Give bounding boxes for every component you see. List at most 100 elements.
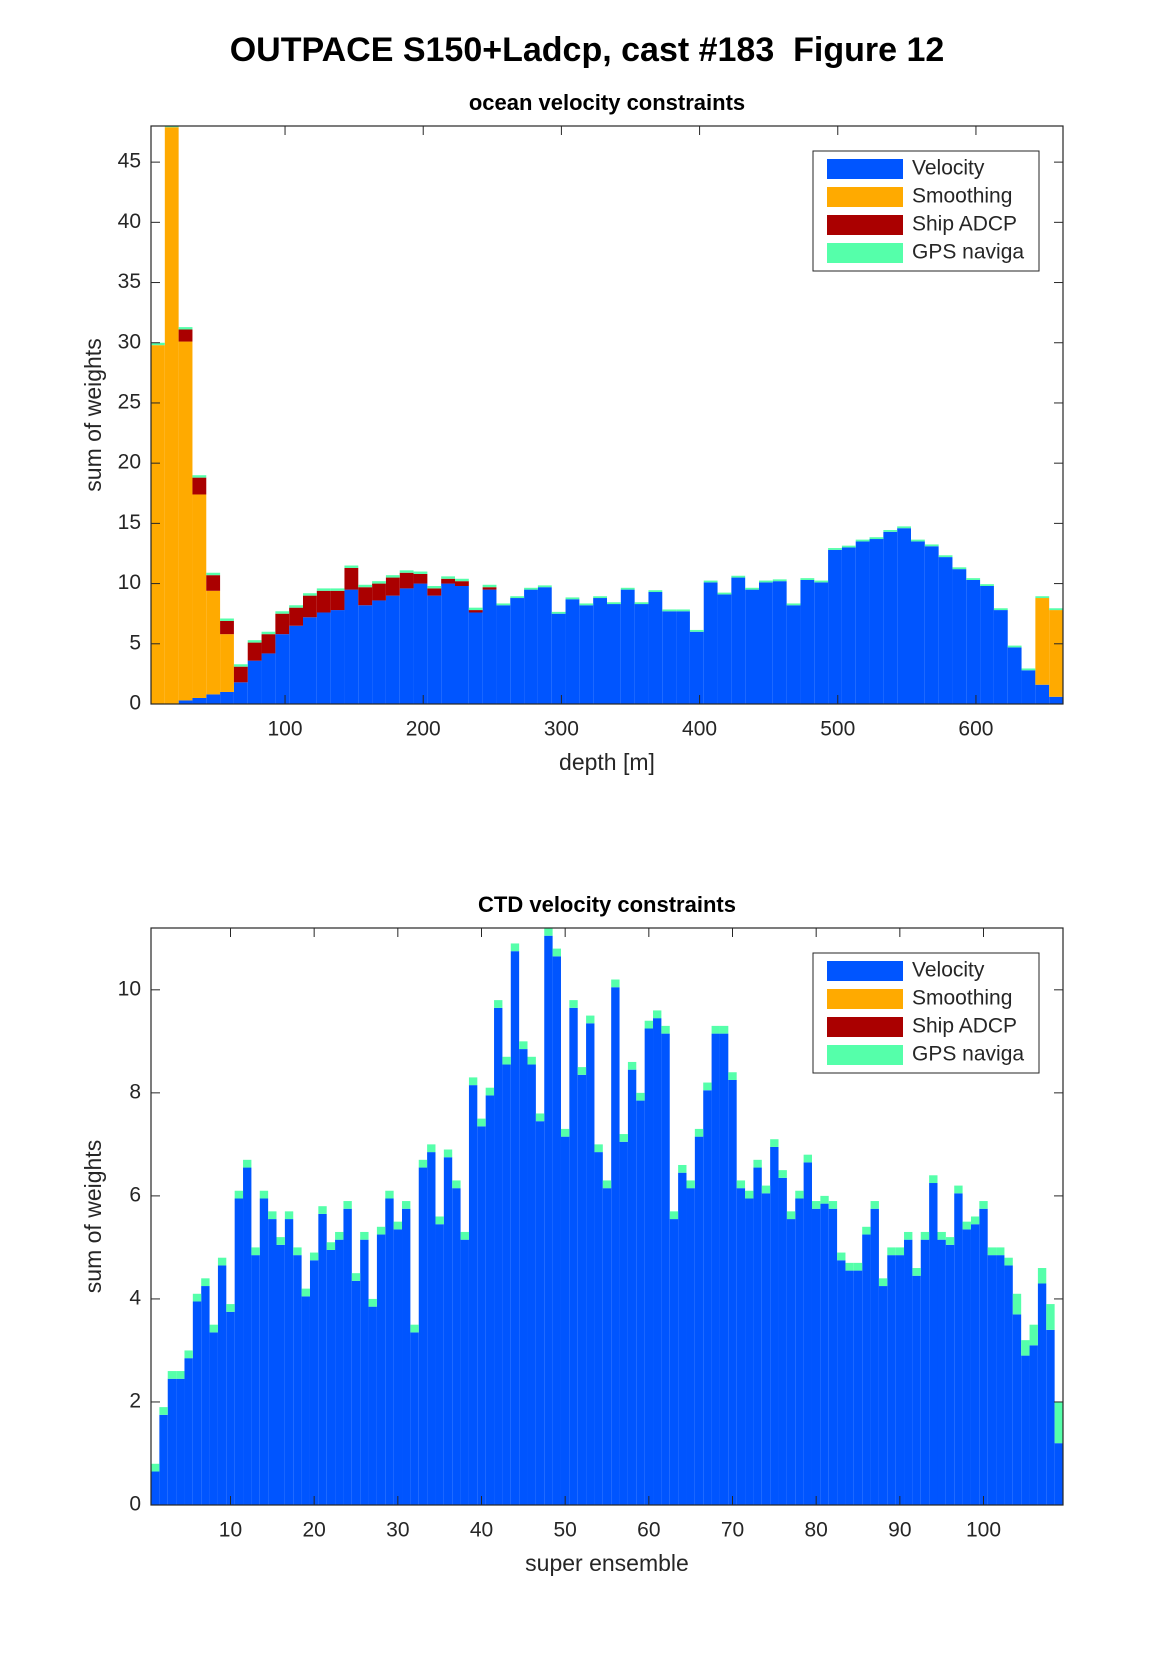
bar-segment xyxy=(402,1208,411,1505)
bar-segment xyxy=(634,602,649,605)
bar-segment xyxy=(1049,608,1063,611)
bar-segment xyxy=(1037,1268,1047,1284)
bar-segment xyxy=(551,613,566,704)
bar-segment xyxy=(468,1077,478,1086)
bar-segment xyxy=(537,585,552,588)
bar-segment xyxy=(494,1007,503,1505)
bar-segment xyxy=(745,1190,754,1199)
bar-segment xyxy=(455,578,469,582)
bar-segment xyxy=(676,609,690,612)
bar-segment xyxy=(226,1304,235,1312)
bar-segment xyxy=(1021,670,1036,704)
bar-segment xyxy=(745,1198,754,1505)
bar-segment xyxy=(301,1288,310,1297)
bar-segment xyxy=(980,585,994,704)
bar-segment xyxy=(552,956,561,1505)
bar-segment xyxy=(966,579,981,704)
y-axis-label: sum of weights xyxy=(80,338,106,491)
bar-segment xyxy=(519,1041,528,1050)
bar-segment xyxy=(284,1219,294,1505)
bar-segment xyxy=(945,1244,955,1505)
bar-segment xyxy=(344,589,359,704)
bar-segment xyxy=(676,611,690,704)
y-tick-label: 2 xyxy=(129,1390,141,1413)
bar-segment xyxy=(206,694,221,704)
bar-segment xyxy=(736,1180,746,1189)
axes-box xyxy=(150,125,1064,705)
bar-segment xyxy=(413,573,428,584)
bar-segment xyxy=(1049,696,1063,704)
bar-segment xyxy=(372,600,386,704)
legend-label: GPS naviga xyxy=(912,1043,1024,1066)
bar-segment xyxy=(234,1198,244,1505)
bar-segment xyxy=(703,1090,712,1505)
bar-segment xyxy=(694,1136,704,1505)
bar-segment xyxy=(837,1260,846,1505)
bar-segment xyxy=(441,576,455,579)
x-tick-label: 600 xyxy=(958,718,993,741)
bar-segment xyxy=(399,588,414,704)
bar-segment xyxy=(569,1000,578,1008)
legend-label: Velocity xyxy=(912,959,985,982)
bar-segment xyxy=(594,1152,603,1505)
bar-segment xyxy=(330,610,345,704)
bar-segment xyxy=(226,1311,235,1505)
axes-box xyxy=(150,927,1064,1506)
bar-segment xyxy=(178,329,193,342)
bar-segment xyxy=(344,567,359,590)
bar-segment xyxy=(904,1239,913,1505)
bar-segment xyxy=(544,935,553,1505)
bar-segment xyxy=(358,587,373,606)
bar-segment xyxy=(247,640,262,643)
x-tick-label: 60 xyxy=(637,1519,660,1542)
bar-segment xyxy=(326,1249,336,1505)
bar-segment xyxy=(551,611,566,614)
bar-segment xyxy=(233,664,248,667)
bar-segment xyxy=(485,1095,495,1505)
bar-segment xyxy=(159,1407,168,1415)
bar-segment xyxy=(653,1010,662,1019)
bar-segment xyxy=(496,603,511,606)
bar-segment xyxy=(293,1255,302,1505)
bar-segment xyxy=(496,605,511,704)
bar-segment xyxy=(924,546,939,704)
plot-area xyxy=(151,126,1063,704)
bar-segment xyxy=(717,592,732,595)
x-axis-label: depth [m] xyxy=(559,749,655,775)
bar-segment xyxy=(954,1185,963,1194)
legend-label: Smoothing xyxy=(912,185,1012,208)
bar-segment xyxy=(1012,1293,1022,1315)
bar-segment xyxy=(368,1306,377,1505)
y-tick-label: 45 xyxy=(118,150,141,173)
bar-segment xyxy=(619,1141,628,1505)
bar-segment xyxy=(904,1231,913,1240)
bar-segment xyxy=(502,1064,511,1505)
bar-segment xyxy=(970,1224,980,1505)
bar-segment xyxy=(1035,598,1050,685)
legend-swatch xyxy=(827,215,903,235)
bar-segment xyxy=(731,577,746,704)
bar-segment xyxy=(870,1201,879,1209)
bar-segment xyxy=(966,578,981,580)
bar-segment xyxy=(435,1224,444,1505)
bar-segment xyxy=(759,582,773,704)
chart-title: ocean velocity constraints xyxy=(469,90,745,115)
bar-segment xyxy=(577,1074,587,1505)
bar-segment xyxy=(519,1049,528,1505)
bar-segment xyxy=(895,1255,905,1505)
bar-segment xyxy=(761,1185,771,1194)
bar-segment xyxy=(770,1146,779,1505)
bar-segment xyxy=(759,580,773,583)
bar-segment xyxy=(201,1278,210,1287)
bar-segment xyxy=(243,1167,252,1505)
bar-segment xyxy=(878,1286,888,1505)
bar-segment xyxy=(443,1149,453,1158)
bar-segment xyxy=(719,1025,729,1034)
bar-segment xyxy=(662,609,677,612)
bar-segment xyxy=(593,596,607,599)
bar-segment xyxy=(167,1371,177,1379)
bar-segment xyxy=(828,548,842,550)
bar-segment xyxy=(385,577,400,596)
bar-segment xyxy=(800,578,815,580)
bar-segment xyxy=(897,526,911,529)
